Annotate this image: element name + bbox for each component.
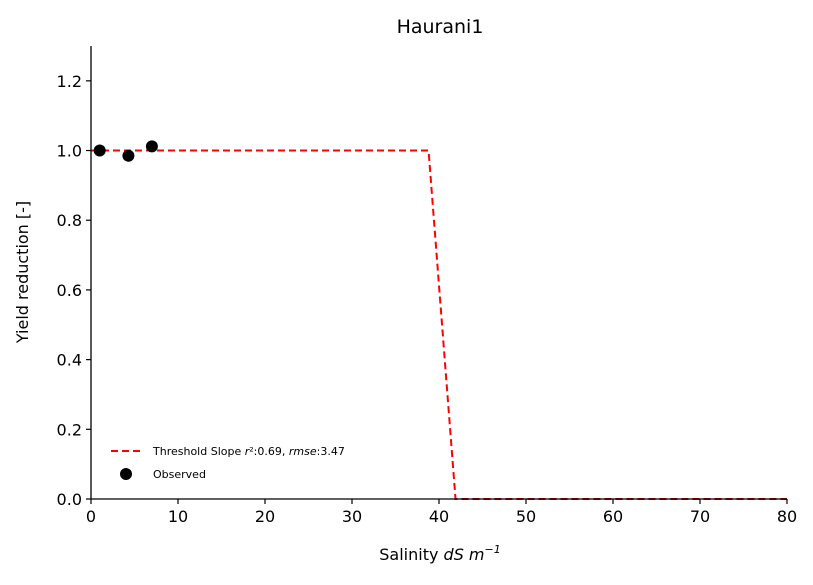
legend-threshold-prefix: Threshold Slope bbox=[152, 445, 245, 458]
axes bbox=[90, 46, 787, 500]
legend-rmse-value: :3.47 bbox=[317, 445, 345, 458]
x-axis-label-exponent: −1 bbox=[485, 543, 501, 556]
x-tick-label: 50 bbox=[516, 507, 536, 526]
x-tick-label: 0 bbox=[86, 507, 96, 526]
x-tick-label: 30 bbox=[342, 507, 362, 526]
x-axis-label-prefix: Salinity bbox=[379, 545, 443, 564]
x-axis-label: Salinity dS m−1 bbox=[379, 543, 500, 564]
y-tick-label: 1.0 bbox=[57, 142, 82, 161]
legend-r-value: ²:0.69, bbox=[249, 445, 289, 458]
y-tick-label: 0.0 bbox=[57, 490, 82, 509]
y-axis-label: Yield reduction [-] bbox=[13, 201, 32, 344]
observed-point bbox=[145, 140, 158, 153]
observed-point bbox=[93, 144, 106, 157]
observed-point bbox=[122, 149, 135, 162]
y-tick-label: 0.4 bbox=[57, 351, 82, 370]
legend-label-observed: Observed bbox=[153, 468, 206, 481]
chart-title: Haurani1 bbox=[397, 16, 484, 38]
x-tick-label: 10 bbox=[168, 507, 188, 526]
y-tick-label: 0.8 bbox=[57, 211, 82, 230]
legend-marker-swatch bbox=[120, 468, 132, 480]
x-tick-label: 40 bbox=[429, 507, 449, 526]
x-tick-label: 70 bbox=[690, 507, 710, 526]
legend: Threshold Slope r²:0.69, rmse:3.47 Obser… bbox=[111, 445, 345, 481]
legend-r-symbol: r bbox=[245, 445, 251, 458]
legend-label-threshold-slope: Threshold Slope r²:0.69, rmse:3.47 bbox=[152, 445, 345, 458]
x-tick-label: 20 bbox=[255, 507, 275, 526]
x-tick-label: 60 bbox=[603, 507, 623, 526]
y-tick-label: 0.2 bbox=[57, 420, 82, 439]
y-tick-label: 1.2 bbox=[57, 72, 82, 91]
x-tick-label: 80 bbox=[777, 507, 797, 526]
legend-rmse-symbol: rmse bbox=[289, 445, 317, 458]
ticks: 0 10 20 30 40 50 60 70 80 0.0 0.2 0.4 0.6 0.8 1.0 1.2 bbox=[57, 72, 798, 526]
x-axis-label-unit: dS m bbox=[444, 545, 485, 564]
y-tick-label: 0.6 bbox=[57, 281, 82, 300]
